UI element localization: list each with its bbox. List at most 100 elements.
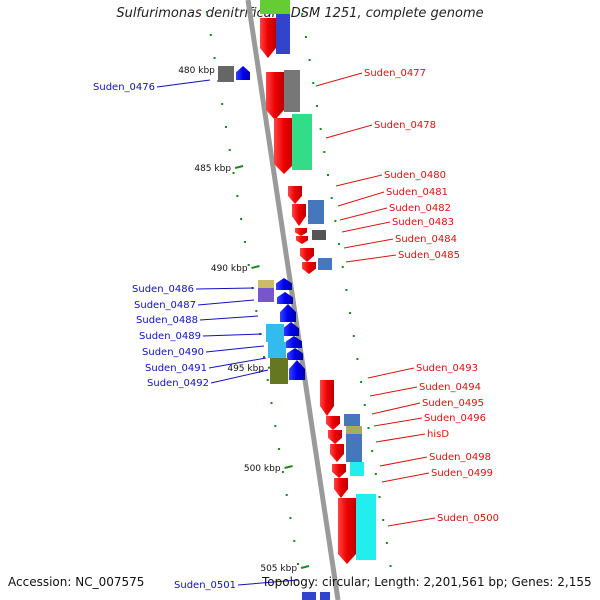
label-leader: [210, 369, 269, 384]
scale-label: 490 kbp: [211, 264, 248, 274]
gene-arrow: [283, 322, 299, 336]
gene-arrow: [338, 498, 356, 564]
gene-arrow: [292, 204, 306, 226]
gene-label-forward: Suden_0495: [422, 398, 484, 409]
label-leader: [195, 287, 255, 290]
gene-label-forward: Suden_0496: [424, 413, 486, 424]
label-layer: Suden_0477 Suden_0478 Suden_0480 Suden_0481…: [93, 68, 499, 591]
gene-box: [318, 258, 332, 270]
gene-arrow: [300, 248, 314, 262]
gene-box: [284, 70, 300, 112]
gene-label-forward: Suden_0480: [384, 170, 446, 181]
label-leader: [339, 207, 388, 221]
gene-label-forward: Suden_0484: [395, 234, 457, 245]
gene-arrow: [277, 292, 293, 304]
scale-major-tick: [284, 465, 293, 469]
gene-label-reverse: Suden_0486: [132, 284, 194, 295]
gene-label-forward: Suden_0499: [431, 468, 493, 479]
gene-box: [260, 0, 290, 14]
label-leader: [208, 357, 267, 369]
gene-arrow: [296, 236, 308, 244]
topology-text: Topology: circular; Length: 2,201,561 bp…: [262, 575, 592, 589]
gene-label-reverse: Suden_0476: [93, 82, 155, 93]
label-leader: [335, 174, 383, 187]
gene-box: [320, 592, 330, 600]
label-leader: [237, 579, 299, 586]
gene-label-forward: Suden_0498: [429, 452, 491, 463]
label-leader: [199, 315, 259, 321]
gene-box: [292, 114, 312, 170]
scale-label: 500 kbp: [244, 464, 281, 474]
map-title: Sulfurimonas denitrificans DSM 1251, com…: [116, 6, 484, 21]
gene-label-reverse: Suden_0501: [174, 580, 236, 591]
scale-label: 485 kbp: [194, 164, 231, 174]
gene-arrow: [295, 228, 307, 236]
label-leader: [205, 345, 265, 353]
label-leader: [343, 238, 394, 249]
gene-arrow: [287, 348, 303, 360]
gene-label-forward: Suden_0477: [364, 68, 426, 79]
gene-arrow: [288, 186, 302, 204]
gene-label-forward: Suden_0483: [392, 217, 454, 228]
scale-label: 505 kbp: [260, 564, 297, 574]
label-leader: [202, 333, 263, 337]
gene-arrow: [286, 336, 302, 348]
gene-arrow: [328, 430, 342, 444]
label-leader: [379, 456, 428, 467]
gene-label-reverse: Suden_0490: [142, 347, 204, 358]
feature-layer: [218, 0, 376, 600]
label-leader: [367, 367, 415, 379]
gene-arrow: [289, 360, 305, 380]
gene-label-reverse: Suden_0489: [139, 331, 201, 342]
gene-box: [344, 414, 360, 426]
label-leader: [345, 254, 397, 263]
gene-label-forward: Suden_0493: [416, 363, 478, 374]
label-leader: [371, 402, 421, 415]
scale-label: 495 kbp: [227, 364, 264, 374]
gene-label-forward: hisD: [427, 429, 449, 440]
gene-label-forward: Suden_0482: [389, 203, 451, 214]
gene-box: [268, 342, 286, 358]
gene-arrow: [236, 66, 250, 80]
scale-major-tick: [300, 565, 310, 569]
label-lines: [156, 72, 436, 586]
gene-label-forward: Suden_0481: [386, 187, 448, 198]
label-leader: [197, 299, 255, 306]
gene-label-reverse: Suden_0487: [134, 300, 196, 311]
gene-arrow: [320, 380, 334, 416]
gene-box: [350, 462, 364, 476]
gene-box: [346, 434, 362, 462]
gene-box: [356, 494, 376, 560]
label-leader: [341, 221, 391, 233]
label-leader: [375, 433, 426, 443]
scale-ticks: 480 kbp 485 kbp 490 kbp 495 kbp 500 kbp 505 k…: [178, 11, 392, 574]
scale-label: 480 kbp: [178, 66, 215, 76]
label-leader: [387, 517, 436, 527]
label-leader: [369, 386, 418, 397]
gene-arrow: [330, 444, 344, 462]
gene-box: [308, 200, 324, 224]
gene-box: [218, 66, 234, 82]
gene-label-forward: Suden_0500: [437, 513, 499, 524]
label-leader: [315, 72, 363, 87]
gene-label-forward: Suden_0485: [398, 250, 460, 261]
gene-label-reverse: Suden_0488: [136, 315, 198, 326]
gene-box: [302, 592, 316, 600]
gene-arrow: [334, 478, 348, 498]
label-leader: [337, 191, 385, 207]
gene-label-reverse: Suden_0491: [145, 363, 207, 374]
scale-major-tick: [234, 165, 244, 169]
label-leader: [381, 472, 430, 483]
gene-box: [258, 280, 274, 288]
gene-arrow: [326, 416, 340, 430]
gene-arrow: [276, 278, 292, 290]
gene-box: [276, 10, 290, 54]
label-leader: [373, 417, 423, 427]
gene-box: [270, 358, 288, 384]
gene-label-reverse: Suden_0492: [147, 378, 209, 389]
label-leader: [325, 124, 373, 139]
scale-major-tick: [251, 265, 260, 269]
gene-arrow: [332, 464, 346, 478]
label-leader: [156, 79, 211, 88]
